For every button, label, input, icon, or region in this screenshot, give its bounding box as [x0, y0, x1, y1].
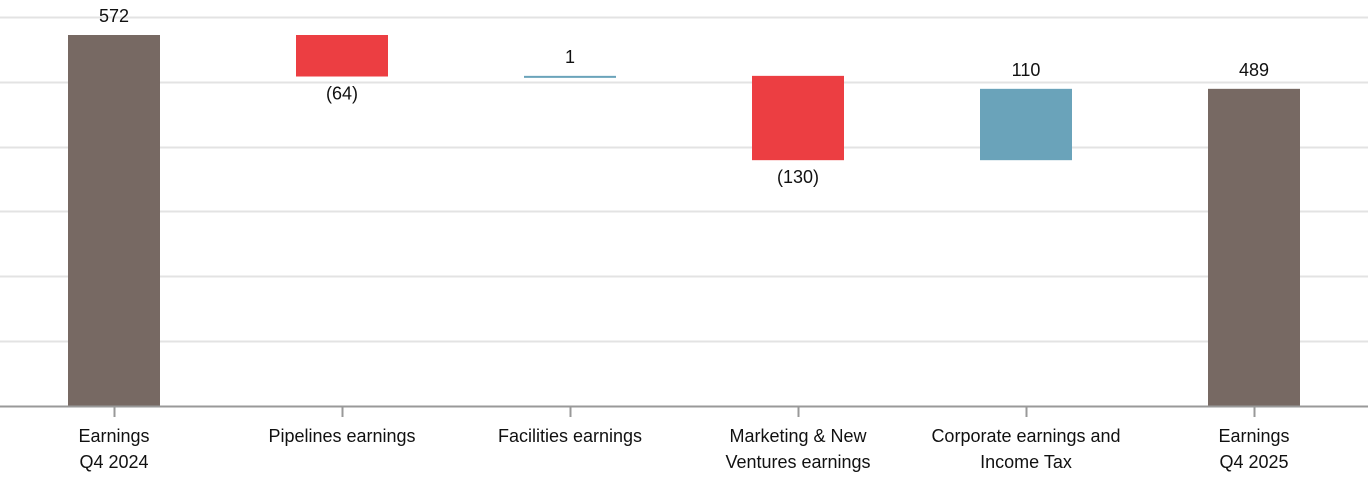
x-axis	[0, 405, 1368, 417]
data-label-1: 572	[99, 6, 129, 26]
data-label-4: (130)	[777, 167, 819, 187]
data-label-3: 1	[565, 47, 575, 67]
tick-label-1: Earnings	[78, 426, 149, 446]
tick-label-4: Marketing & New	[729, 426, 867, 446]
bar-5	[980, 88, 1072, 161]
data-label-5: 110	[1012, 60, 1041, 80]
bar-1	[68, 35, 160, 407]
bar-4	[752, 75, 844, 161]
tick-label-6: Earnings	[1218, 426, 1289, 446]
bar-3	[524, 75, 616, 78]
data-label-2: (64)	[326, 84, 358, 104]
tick-labels: Earnings Q4 2024 Pipelines earnings Facilit…	[78, 426, 1289, 472]
gridlines	[0, 16, 1368, 343]
bar-6	[1208, 88, 1300, 407]
tick-label-3: Facilities earnings	[498, 426, 642, 446]
tick-label-5: Income Tax	[980, 452, 1072, 472]
tick-label-2: Pipelines earnings	[268, 426, 415, 446]
tick-label-5: Corporate earnings and	[931, 426, 1120, 446]
data-labels: 572 (64) 1 (130) 110 489	[99, 6, 1269, 187]
tick-label-6: Q4 2025	[1219, 452, 1288, 472]
bars	[68, 35, 1300, 407]
tick-label-1: Q4 2024	[79, 452, 148, 472]
bar-2	[296, 35, 388, 77]
data-label-6: 489	[1239, 60, 1269, 80]
tick-label-4: Ventures earnings	[725, 452, 870, 472]
